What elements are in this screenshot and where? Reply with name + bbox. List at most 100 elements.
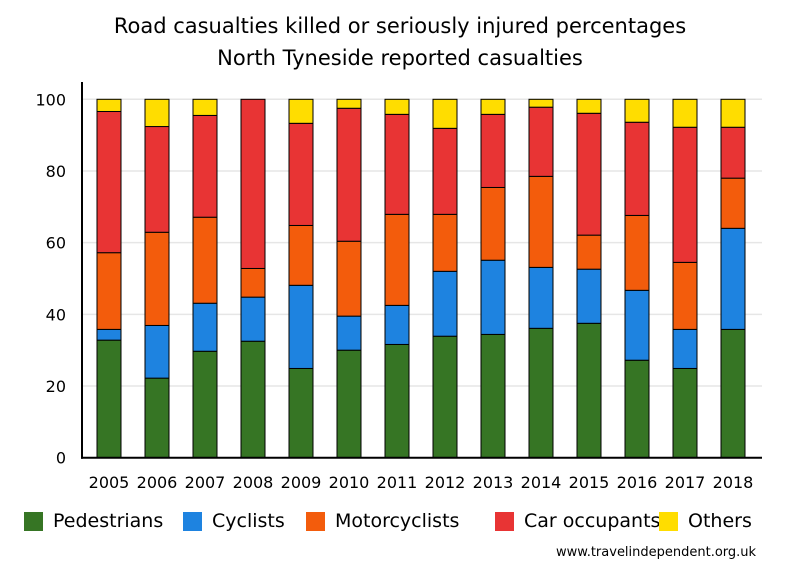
bar-others-2012	[432, 98, 458, 129]
bar-pedestrians-2009	[288, 367, 314, 459]
bar-car-occupants-2011	[384, 113, 410, 215]
x-tick-label: 2015	[569, 473, 610, 492]
y-tick-label: 60	[46, 234, 66, 253]
bar-cyclists-2016	[624, 289, 650, 361]
x-tick-label: 2006	[137, 473, 178, 492]
bar-car-occupants-2014	[528, 106, 554, 177]
bar-cyclists-2010	[336, 315, 362, 351]
bar-motorcyclists-2010	[336, 240, 362, 317]
bar-motorcyclists-2008	[240, 267, 266, 298]
legend-label: Pedestrians	[53, 510, 164, 532]
legend-swatch	[24, 511, 43, 531]
legend-label: Others	[688, 510, 752, 532]
bar-stack-2010	[336, 98, 362, 459]
bar-car-occupants-2018	[720, 126, 746, 179]
bar-stack-2017	[672, 98, 698, 459]
y-tick-label: 20	[46, 377, 66, 396]
source-credit: www.travelindependent.org.uk	[556, 545, 757, 560]
legend-label: Car occupants	[524, 510, 661, 532]
bar-others-2017	[672, 98, 698, 128]
x-tick-label: 2016	[617, 473, 658, 492]
bar-motorcyclists-2011	[384, 213, 410, 306]
bar-motorcyclists-2015	[576, 234, 602, 270]
bar-others-2013	[480, 98, 506, 115]
x-tick-labels: 2005 2006 2007 2008 2009 2010 2011 2012 2013 2014…	[89, 473, 754, 492]
bar-car-occupants-2005	[96, 110, 122, 254]
bar-pedestrians-2015	[576, 322, 602, 459]
bar-stack-2018	[720, 98, 746, 459]
chart-subtitle: North Tyneside reported casualties	[217, 46, 583, 70]
bar-cyclists-2009	[288, 284, 314, 369]
x-tick-label: 2009	[281, 473, 322, 492]
bar-stack-2016	[624, 98, 650, 459]
legend-label: Cyclists	[212, 510, 285, 532]
bar-stack-2005	[96, 98, 122, 459]
legend-item-pedestrians: Pedestrians	[24, 510, 163, 532]
x-tick-label: 2008	[233, 473, 274, 492]
x-tick-label: 2007	[185, 473, 226, 492]
bar-motorcyclists-2014	[528, 175, 554, 268]
x-tick-label: 2005	[89, 473, 130, 492]
legend-swatch	[495, 511, 514, 531]
bar-motorcyclists-2007	[192, 216, 218, 304]
bar-cyclists-2017	[672, 328, 698, 369]
bar-pedestrians-2005	[96, 339, 122, 459]
legend-item-others: Others	[659, 510, 752, 532]
bar-motorcyclists-2013	[480, 186, 506, 261]
x-tick-label: 2017	[665, 473, 706, 492]
bar-stack-2012	[432, 98, 458, 459]
bar-stack-2008	[240, 98, 266, 459]
bar-others-2005	[96, 98, 122, 112]
bar-pedestrians-2008	[240, 340, 266, 459]
bars	[96, 98, 746, 459]
bar-stack-2007	[192, 98, 218, 459]
legend-item-car-occupants: Car occupants	[495, 510, 660, 532]
bar-others-2016	[624, 98, 650, 123]
bar-motorcyclists-2009	[288, 224, 314, 286]
legend-item-cyclists: Cyclists	[183, 510, 285, 532]
y-tick-label: 40	[46, 305, 66, 324]
bar-car-occupants-2008	[240, 98, 266, 269]
legend-swatch	[183, 511, 202, 531]
x-tick-label: 2010	[329, 473, 370, 492]
stacked-bar-chart: 0 20 40 60 80 100 2005 2006 2007 2008 2009 2010 201…	[35, 82, 762, 492]
chart-title: Road casualties killed or seriously inju…	[113, 14, 687, 38]
bar-pedestrians-2016	[624, 359, 650, 459]
bar-motorcyclists-2016	[624, 214, 650, 291]
y-tick-label: 100	[35, 90, 66, 109]
bar-pedestrians-2011	[384, 343, 410, 459]
x-tick-label: 2013	[473, 473, 514, 492]
bar-motorcyclists-2017	[672, 261, 698, 330]
bar-cyclists-2015	[576, 268, 602, 324]
bar-car-occupants-2016	[624, 121, 650, 216]
bar-pedestrians-2007	[192, 350, 218, 459]
legend: Pedestrians Cyclists Motorcyclists Car occu…	[0, 510, 800, 540]
legend-label: Motorcyclists	[335, 510, 460, 532]
bar-pedestrians-2012	[432, 335, 458, 459]
bar-stack-2013	[480, 98, 506, 459]
x-tick-label: 2011	[377, 473, 418, 492]
bar-car-occupants-2017	[672, 126, 698, 263]
y-tick-labels: 0 20 40 60 80 100	[35, 90, 66, 467]
bar-motorcyclists-2006	[144, 231, 170, 326]
legend-swatch	[306, 511, 325, 531]
bar-motorcyclists-2005	[96, 252, 122, 330]
bar-others-2006	[144, 98, 170, 128]
y-tick-label: 80	[46, 162, 66, 181]
bar-others-2009	[288, 98, 314, 124]
bar-stack-2011	[384, 98, 410, 459]
bar-stack-2006	[144, 98, 170, 459]
bar-motorcyclists-2012	[432, 213, 458, 272]
bar-cyclists-2011	[384, 304, 410, 345]
x-tick-label: 2014	[521, 473, 562, 492]
bar-others-2018	[720, 98, 746, 128]
bar-car-occupants-2007	[192, 114, 218, 218]
bar-pedestrians-2018	[720, 328, 746, 459]
legend-swatch	[659, 511, 678, 531]
bar-pedestrians-2006	[144, 377, 170, 459]
bar-pedestrians-2017	[672, 367, 698, 459]
bar-pedestrians-2014	[528, 327, 554, 459]
x-tick-label: 2012	[425, 473, 466, 492]
bar-car-occupants-2012	[432, 127, 458, 215]
bar-motorcyclists-2018	[720, 177, 746, 229]
